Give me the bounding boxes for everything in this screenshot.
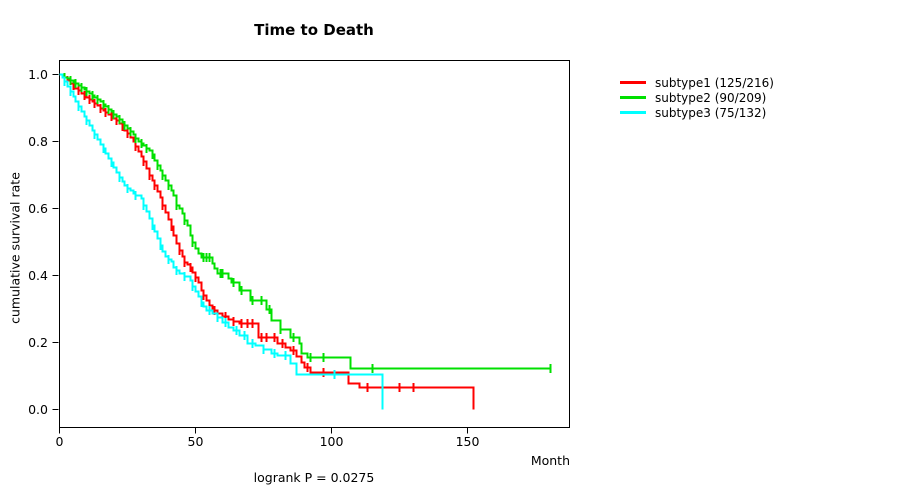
legend-label-subtype3: subtype3 (75/132): [655, 105, 767, 120]
y-tick-label: 0.2: [28, 335, 48, 350]
legend-label-subtype2: subtype2 (90/209): [655, 90, 767, 105]
legend-line-swatch-subtype3: [620, 111, 646, 114]
y-tick-label: 1.0: [28, 67, 48, 82]
survival-curve-subtype3: [59, 73, 384, 410]
legend: subtype1 (125/216) subtype2 (90/209) sub…: [620, 75, 774, 120]
legend-label-subtype1: subtype1 (125/216): [655, 75, 774, 90]
x-tick-label: 100: [320, 434, 344, 449]
y-tick-label: 0.4: [28, 268, 48, 283]
y-tick-label: 0.6: [28, 201, 48, 216]
legend-item-subtype3: subtype3 (75/132): [620, 105, 774, 120]
x-axis-label: Month: [530, 453, 570, 468]
legend-line-swatch-subtype1: [620, 81, 646, 84]
chart-title: Time to Death: [254, 21, 374, 39]
survival-curve-subtype2: [59, 73, 551, 370]
y-tick-label: 0.0: [28, 402, 48, 417]
legend-item-subtype2: subtype2 (90/209): [620, 90, 774, 105]
logrank-pvalue: logrank P = 0.0275: [253, 470, 375, 485]
legend-item-subtype1: subtype1 (125/216): [620, 75, 774, 90]
x-tick-label: 50: [188, 434, 204, 449]
plot-border: [59, 60, 570, 428]
legend-line-swatch-subtype2: [620, 96, 646, 99]
x-tick-label: 0: [56, 434, 64, 449]
y-tick-label: 0.8: [28, 134, 48, 149]
x-tick-label: 150: [456, 434, 480, 449]
